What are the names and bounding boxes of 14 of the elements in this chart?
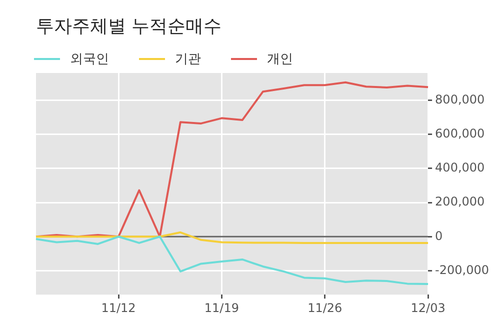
x-tick-label: 11/26 xyxy=(308,300,342,315)
y-tick-label: 600,000 xyxy=(435,126,485,140)
x-tick-label: 11/19 xyxy=(204,300,240,315)
y-tick-label: -200,000 xyxy=(435,262,489,277)
x-tick-label: 12/03 xyxy=(410,300,446,315)
chart-title: 투자주체별 누적순매수 xyxy=(36,15,222,38)
legend-label: 개인 xyxy=(266,51,293,68)
y-tick-label: 200,000 xyxy=(435,194,485,209)
legend-label: 외국인 xyxy=(69,51,109,68)
x-tick-label: 11/12 xyxy=(101,300,136,315)
y-tick-label: 0 xyxy=(435,228,443,243)
y-tick-label: 800,000 xyxy=(435,92,485,106)
legend-label: 기관 xyxy=(174,51,201,68)
y-tick-label: 400,000 xyxy=(435,160,485,175)
